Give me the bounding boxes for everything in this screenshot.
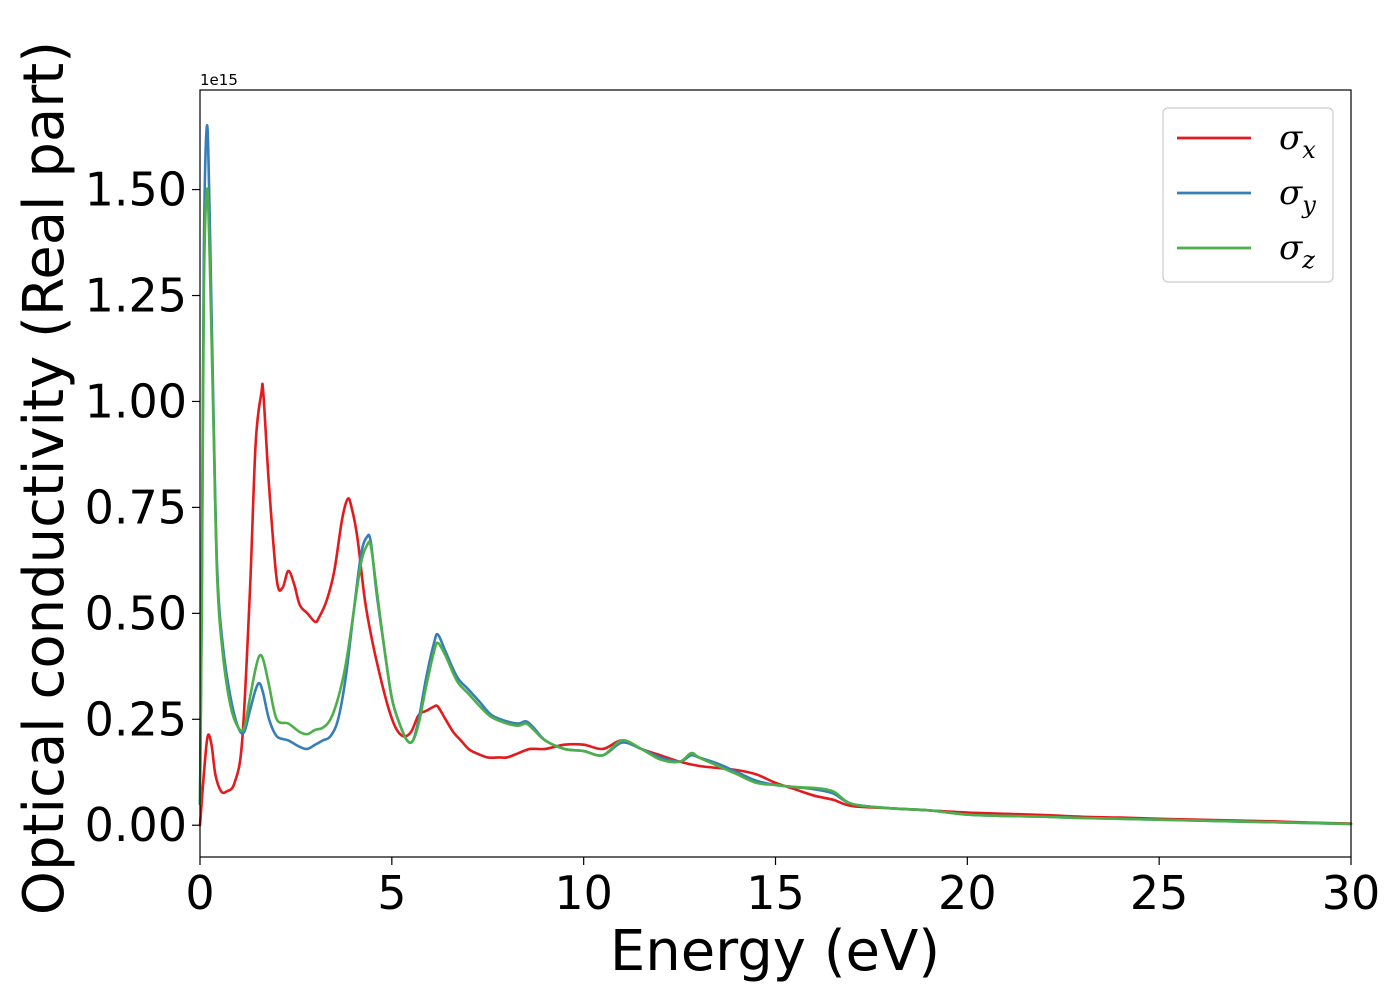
x-tick-label: 30 bbox=[1322, 866, 1381, 920]
x-axis-label: Energy (eV) bbox=[610, 919, 940, 984]
y-tick-label: 0.75 bbox=[85, 480, 187, 534]
y-tick-label: 1.25 bbox=[85, 269, 187, 323]
legend-label-subscript: y bbox=[1301, 191, 1316, 219]
x-tick-label: 0 bbox=[185, 866, 214, 920]
y-tick-label: 1.50 bbox=[85, 163, 187, 217]
y-axis-label: Optical conductivity (Real part) bbox=[12, 41, 77, 915]
legend-label-base: σ bbox=[1279, 118, 1303, 158]
y-tick-label: 0.50 bbox=[85, 586, 187, 640]
legend-label-subscript: z bbox=[1301, 246, 1315, 274]
legend-label-subscript: x bbox=[1302, 136, 1316, 164]
series-line-sigma-z bbox=[198, 187, 1353, 826]
legend-label-base: σ bbox=[1279, 173, 1303, 213]
x-tick-label: 5 bbox=[377, 866, 406, 920]
plot-background bbox=[200, 90, 1351, 857]
y-offset-label: 1e15 bbox=[200, 71, 238, 89]
x-tick-label: 10 bbox=[554, 866, 613, 920]
x-tick-label: 20 bbox=[938, 866, 997, 920]
legend-label-base: σ bbox=[1279, 228, 1303, 268]
legend-label: σy bbox=[1279, 173, 1316, 219]
series-layer bbox=[198, 124, 1353, 827]
legend-label: σz bbox=[1279, 228, 1315, 274]
x-axis: 0 5 10 15 20 25 30 bbox=[185, 857, 1380, 920]
y-tick-label: 0.00 bbox=[85, 798, 187, 852]
legend-frame bbox=[1162, 107, 1334, 283]
x-tick-label: 25 bbox=[1130, 866, 1189, 920]
series-line-sigma-x bbox=[198, 382, 1353, 827]
x-tick-label: 15 bbox=[746, 866, 805, 920]
y-tick-label: 1.00 bbox=[85, 374, 187, 428]
y-tick-label: 0.25 bbox=[85, 692, 187, 746]
legend-label: σx bbox=[1279, 118, 1316, 164]
y-axis: 0.00 0.25 0.50 0.75 1.00 1.25 1.50 bbox=[85, 163, 200, 852]
